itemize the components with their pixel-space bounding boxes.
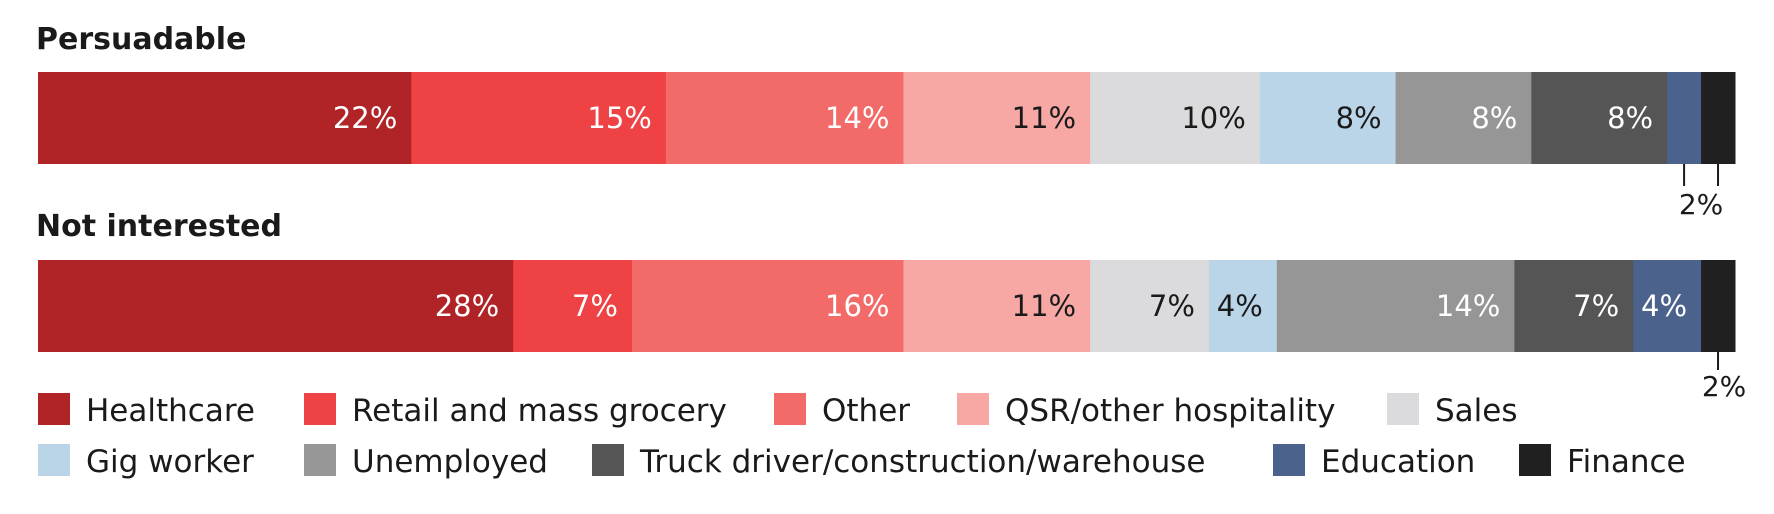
bar-persuadable: 22% 15% 14% 11% 10% 8% 8% 8% [38, 72, 1736, 164]
legend-swatch-truck-driver-construction-warehouse [592, 444, 624, 476]
callout-label-persuadable: 2% [1679, 188, 1723, 221]
legend-swatch-education [1273, 444, 1305, 476]
legend-label-retail-and-mass-grocery: Retail and mass grocery [352, 393, 727, 429]
bar-segment-not-interested-retail-and-mass-grocery [513, 260, 633, 352]
bar-segment-persuadable-unemployed [1395, 72, 1532, 164]
data-label-not-interested-truck-driver-construction-warehouse: 7% [1573, 289, 1619, 323]
bar-segment-persuadable-truck-driver-construction-warehouse [1531, 72, 1668, 164]
legend-swatch-retail-and-mass-grocery [304, 393, 336, 425]
data-label-not-interested-other: 16% [825, 289, 889, 323]
bar-segment-persuadable-other [665, 72, 904, 164]
data-label-not-interested-gig-worker: 4% [1217, 289, 1263, 323]
legend-label-finance: Finance [1567, 444, 1686, 480]
legend: Healthcare Retail and mass grocery Other QS… [38, 393, 1686, 480]
data-label-not-interested-education: 4% [1641, 289, 1687, 323]
legend-label-education: Education [1321, 444, 1475, 480]
bar-not-interested: 28% 7% 16% 11% 7% 4% 14% 7% 4% [38, 260, 1736, 352]
legend-label-healthcare: Healthcare [86, 393, 255, 429]
legend-label-truck-driver-construction-warehouse: Truck driver/construction/warehouse [639, 444, 1205, 480]
data-label-persuadable-unemployed: 8% [1471, 101, 1517, 135]
bar-segment-not-interested-healthcare [38, 260, 514, 352]
data-label-persuadable-truck-driver-construction-warehouse: 8% [1607, 101, 1653, 135]
legend-swatch-healthcare [38, 393, 70, 425]
bar-segment-not-interested-truck-driver-construction-warehouse [1514, 260, 1634, 352]
data-label-not-interested-retail-and-mass-grocery: 7% [572, 289, 618, 323]
legend-swatch-gig-worker [38, 444, 70, 476]
data-label-not-interested-sales: 7% [1149, 289, 1195, 323]
callout-label-not-interested: 2% [1702, 370, 1746, 403]
group-title-not-interested: Not interested [36, 209, 282, 244]
bar-segment-not-interested-education [1633, 260, 1702, 352]
data-label-persuadable-other: 14% [825, 101, 889, 135]
bar-segment-persuadable-gig-worker [1259, 72, 1397, 164]
data-label-persuadable-retail-and-mass-grocery: 15% [587, 101, 651, 135]
callout-not-interested: 2% [1702, 352, 1746, 403]
legend-label-qsr-other-hospitality: QSR/other hospitality [1005, 393, 1335, 429]
data-label-persuadable-gig-worker: 8% [1336, 101, 1382, 135]
bar-segment-not-interested-other [631, 260, 904, 352]
legend-label-sales: Sales [1435, 393, 1518, 429]
legend-swatch-finance [1519, 444, 1551, 476]
bar-segment-persuadable-retail-and-mass-grocery [411, 72, 667, 164]
legend-label-other: Other [822, 393, 910, 429]
legend-label-unemployed: Unemployed [352, 444, 548, 480]
data-label-persuadable-healthcare: 22% [333, 101, 397, 135]
bar-segment-persuadable-finance [1701, 72, 1736, 164]
group-title-persuadable: Persuadable [36, 22, 246, 57]
callout-persuadable: 2% [1679, 164, 1723, 221]
bar-segment-not-interested-gig-worker [1208, 260, 1278, 352]
legend-swatch-unemployed [304, 444, 336, 476]
bar-segment-not-interested-unemployed [1276, 260, 1515, 352]
legend-swatch-other [774, 393, 806, 425]
legend-swatch-qsr-other-hospitality [957, 393, 989, 425]
data-label-persuadable-sales: 10% [1181, 101, 1245, 135]
bar-segment-persuadable-sales [1090, 72, 1261, 164]
bar-segment-persuadable-healthcare [38, 72, 412, 164]
bar-segment-persuadable-education [1667, 72, 1702, 164]
legend-label-gig-worker: Gig worker [86, 444, 254, 480]
bar-segment-not-interested-qsr-other-hospitality [903, 260, 1091, 352]
bar-segment-persuadable-qsr-other-hospitality [903, 72, 1091, 164]
data-label-persuadable-qsr-other-hospitality: 11% [1012, 101, 1076, 135]
data-label-not-interested-healthcare: 28% [435, 289, 499, 323]
data-label-not-interested-unemployed: 14% [1436, 289, 1500, 323]
bar-segment-not-interested-finance [1701, 260, 1736, 352]
bar-segment-not-interested-sales [1090, 260, 1210, 352]
legend-swatch-sales [1387, 393, 1419, 425]
data-label-not-interested-qsr-other-hospitality: 11% [1012, 289, 1076, 323]
